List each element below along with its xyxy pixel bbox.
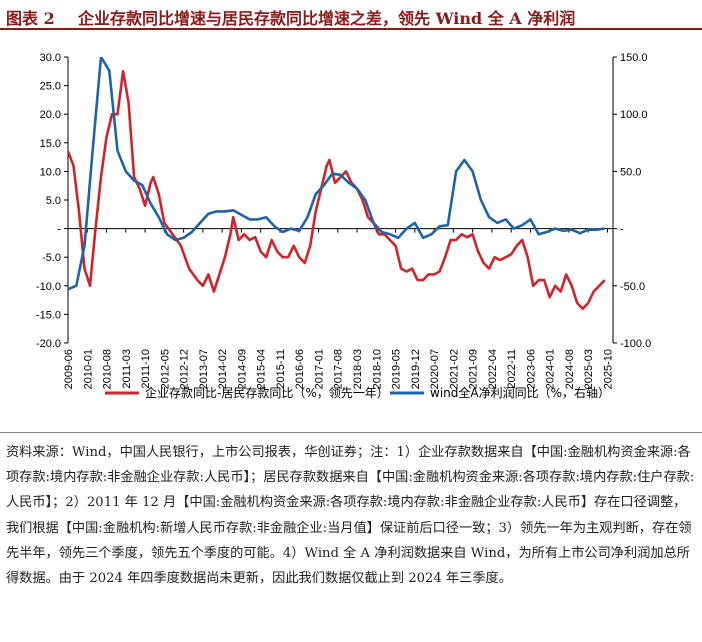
x-tick-label: 2016-06 [294, 349, 306, 389]
x-tick-label: 2023-06 [525, 349, 537, 389]
x-tick-label: 2015-04 [256, 349, 268, 389]
left-tick-label: -20.0 [36, 338, 61, 350]
right-tick-label: 150.0 [620, 52, 648, 64]
x-tick-label: 2010-08 [102, 349, 114, 389]
x-tick-label: 2018-03 [352, 349, 364, 389]
line-chart: 30.025.020.015.010.05.0--5.0-10.0-15.0-2… [36, 52, 651, 400]
left-tick-label: -10.0 [36, 281, 61, 293]
left-tick-label: -5.0 [42, 252, 61, 264]
x-tick-label: 2022-11 [506, 349, 518, 389]
figure-title: 企业存款同比增速与居民存款同比增速之差，领先 Wind 全 A 净利润 [78, 9, 576, 28]
x-tick-label: 2025-10 [602, 349, 614, 389]
left-tick-label: 10.0 [40, 166, 61, 178]
left-tick-label: 25.0 [40, 81, 61, 93]
left-tick-label: 20.0 [40, 109, 61, 121]
x-tick-label: 2011-10 [140, 349, 152, 389]
x-tick-label: 2018-10 [371, 349, 383, 389]
x-tick-label: 2009-06 [63, 349, 75, 389]
x-tick-label: 2012-12 [179, 349, 191, 389]
right-tick-label: 50.0 [620, 166, 641, 178]
left-tick-label: 15.0 [40, 138, 61, 150]
figure-title-bar: 图表 2 企业存款同比增速与居民存款同比增速之差，领先 Wind 全 A 净利润 [0, 0, 702, 30]
x-tick-label: 2024-08 [564, 349, 576, 389]
x-tick-label: 2021-09 [468, 349, 480, 389]
figure-label: 图表 2 [6, 9, 55, 28]
legend-label: 企业存款同比-居民存款同比（%，领先一年） [145, 385, 389, 400]
x-tick-label: 2017-01 [313, 349, 325, 389]
right-tick-label: 100.0 [620, 109, 648, 121]
x-tick-label: 2010-01 [82, 349, 94, 389]
x-tick-label: 2011-03 [121, 349, 133, 389]
deposit-spread-series-line [68, 70, 606, 310]
left-tick-label: 30.0 [40, 52, 61, 64]
left-tick-label: -15.0 [36, 309, 61, 321]
x-tick-label: 2014-09 [236, 349, 248, 389]
x-tick-label: 2014-02 [217, 349, 229, 389]
right-tick-label: - [620, 224, 624, 236]
left-tick-label: - [57, 224, 61, 236]
x-tick-label: 2021-02 [448, 349, 460, 389]
x-tick-label: 2013-07 [198, 349, 210, 389]
x-tick-label: 2019-12 [410, 349, 422, 389]
source-note: 资料来源：Wind，中国人民银行，上市公司报表，华创证券；注：1）企业存款数据来… [6, 445, 695, 587]
x-tick-label: 2020-07 [429, 349, 441, 389]
legend-label: wind全A净利润同比（%，右轴） [430, 385, 610, 400]
net-profit-series-line [68, 57, 605, 291]
right-tick-label: -100.0 [620, 338, 651, 350]
x-tick-label: 2019-05 [391, 349, 403, 389]
left-tick-label: 5.0 [46, 195, 61, 207]
x-tick-label: 2022-04 [487, 349, 499, 389]
x-tick-label: 2024-01 [545, 349, 557, 389]
x-tick-label: 2015-11 [275, 349, 287, 389]
note-divider [0, 432, 702, 433]
x-tick-label: 2025-03 [583, 349, 595, 389]
x-tick-label: 2012-05 [159, 349, 171, 389]
x-tick-label: 2017-08 [333, 349, 345, 389]
right-tick-label: -50.0 [620, 281, 645, 293]
